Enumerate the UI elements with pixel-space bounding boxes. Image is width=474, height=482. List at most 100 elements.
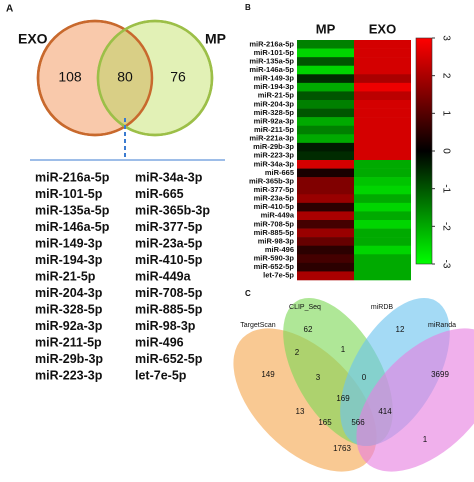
- row-label: miR-885-5p: [254, 228, 295, 237]
- overlap: [98, 21, 152, 135]
- heat-cell: [297, 202, 354, 212]
- member: miR-92a-3p: [35, 319, 103, 333]
- row-label: miR-708-5p: [254, 219, 295, 228]
- row-label: let-7e-5p: [263, 271, 294, 280]
- colorbar-tick-label: 1: [440, 111, 451, 117]
- heat-cell: [297, 65, 354, 75]
- set-outline: [96, 19, 214, 137]
- row-label: miR-204-3p: [254, 99, 295, 108]
- row-label: miR-328-5p: [254, 108, 295, 117]
- row-label: miR-449a: [261, 211, 295, 220]
- heat-cell: [354, 237, 411, 247]
- colorbar-tick-label: -1: [440, 184, 451, 193]
- heat-cell: [297, 168, 354, 178]
- set-label: EXO: [18, 31, 48, 47]
- member: miR-377-5p: [135, 220, 203, 234]
- region-count: 1763: [333, 444, 351, 453]
- heat-cell: [297, 262, 354, 272]
- set-ellipse: [356, 328, 474, 472]
- member: miR-652-5p: [135, 352, 203, 366]
- row-label: miR-590-3p: [254, 254, 295, 263]
- set-label: miRDB: [371, 304, 393, 311]
- heat-cell: [297, 211, 354, 221]
- row-label: miR-652-5p: [254, 262, 295, 271]
- heat-cell: [297, 48, 354, 58]
- row-label: miR-194-3p: [254, 82, 295, 91]
- row-label: miR-211-5p: [254, 125, 294, 134]
- heat-cell: [297, 177, 354, 187]
- heat-cell: [297, 237, 354, 247]
- colorbar-tick-label: 2: [440, 73, 451, 79]
- region-count: 2: [295, 348, 300, 357]
- member: miR-708-5p: [135, 286, 203, 300]
- heat-cell: [354, 245, 411, 255]
- row-label: miR-29b-3p: [253, 142, 294, 151]
- row-label: miR-216a-5p: [249, 39, 294, 48]
- heat-cell: [354, 125, 411, 135]
- heat-cell: [297, 254, 354, 264]
- set-label: TargetScan: [240, 322, 276, 329]
- region-count: 80: [117, 69, 133, 85]
- row-label: miR-21-5p: [258, 91, 295, 100]
- heat-cell: [297, 108, 354, 118]
- colorbar-tick-label: 3: [440, 35, 451, 41]
- heat-cell: [354, 220, 411, 229]
- row-label: miR-221a-3p: [249, 134, 294, 143]
- row-label: miR-223-3p: [254, 151, 295, 160]
- row-label: miR-101-5p: [254, 48, 295, 57]
- heat-cell: [354, 100, 411, 109]
- row-label: miR-146a-5p: [249, 65, 294, 74]
- member: miR-328-5p: [35, 302, 103, 316]
- row-label: miR-665: [265, 168, 294, 177]
- region-count: 169: [336, 394, 350, 403]
- heat-cell: [354, 160, 411, 169]
- heat-cell: [354, 82, 411, 92]
- region-count: 566: [351, 418, 365, 427]
- panel-label: B: [245, 3, 251, 12]
- region-count: 12: [396, 325, 405, 334]
- region-count: 1: [423, 435, 428, 444]
- member: miR-101-5p: [35, 187, 103, 201]
- heat-cell: [297, 185, 354, 195]
- member: miR-410-5p: [135, 253, 203, 267]
- heat-cell: [354, 262, 411, 272]
- region-count: 149: [261, 370, 275, 379]
- member: miR-29b-3p: [35, 352, 103, 366]
- set-label: MP: [205, 31, 226, 47]
- row-label: miR-135a-5p: [249, 56, 294, 65]
- member: miR-23a-5p: [135, 236, 203, 250]
- heat-cell: [354, 228, 411, 238]
- member: miR-34a-3p: [135, 170, 203, 184]
- row-label: miR-377-5p: [254, 185, 295, 194]
- row-label: miR-365b-3p: [249, 176, 294, 185]
- heat-cell: [354, 142, 411, 152]
- heat-cell: [354, 168, 411, 178]
- member: miR-223-3p: [35, 368, 103, 382]
- region-count: 76: [170, 69, 186, 85]
- heat-cell: [297, 100, 354, 109]
- member: miR-98-3p: [135, 319, 196, 333]
- heat-cell: [297, 245, 354, 255]
- heat-cell: [354, 74, 411, 84]
- heat-cell: [354, 57, 411, 67]
- region-count: 3699: [431, 370, 449, 379]
- heat-cell: [297, 151, 354, 161]
- region-count: 165: [318, 418, 332, 427]
- row-label: miR-23a-5p: [254, 194, 295, 203]
- heat-cell: [297, 160, 354, 169]
- member: miR-885-5p: [135, 302, 203, 316]
- heat-cell: [354, 48, 411, 58]
- heat-cell: [297, 74, 354, 84]
- column-label: EXO: [369, 21, 396, 36]
- panel-label: C: [245, 289, 251, 298]
- colorbar-tick-label: -2: [440, 222, 451, 231]
- colorbar: [415, 37, 433, 265]
- member: miR-149-3p: [35, 236, 103, 250]
- region-count: 414: [378, 407, 392, 416]
- member: miR-365b-3p: [135, 203, 210, 217]
- colorbar-tick-label: -3: [440, 260, 451, 269]
- region-count: 3: [316, 373, 321, 382]
- heat-cell: [297, 228, 354, 238]
- heat-cell: [297, 194, 354, 204]
